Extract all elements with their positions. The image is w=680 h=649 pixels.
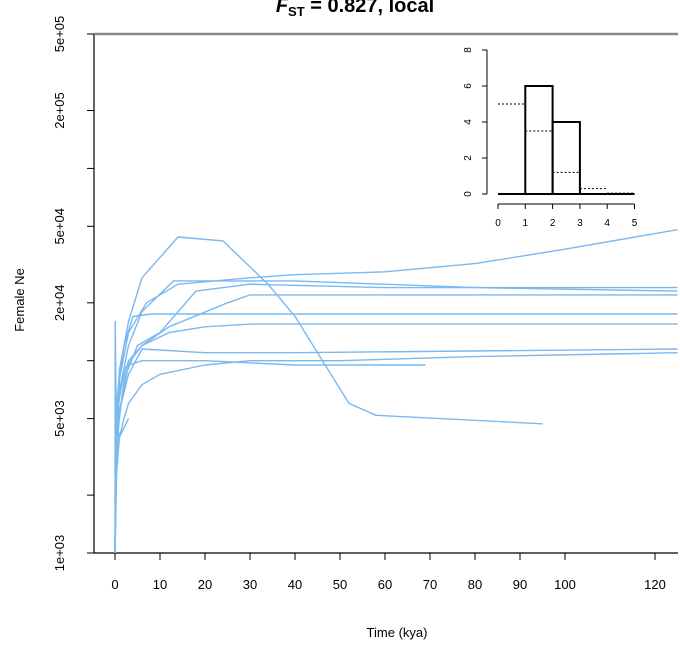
x-tick-label: 50 [333, 577, 347, 592]
y-tick-label: 5e+03 [52, 400, 67, 437]
series-line [114, 360, 426, 554]
x-axis-label: Time (kya) [367, 625, 428, 640]
x-tick-label: 10 [153, 577, 167, 592]
y-tick-label: 2e+04 [52, 285, 67, 322]
y-tick-label: 2e+05 [52, 92, 67, 129]
title-rest: = 0.827, local [305, 0, 435, 17]
title-italic: F [276, 0, 289, 17]
y-axis-label: Female Ne [12, 268, 27, 332]
chart-title: FST = 0.827, local [276, 0, 434, 19]
inset-x-tick-label: 0 [495, 218, 501, 229]
series-line [114, 280, 678, 554]
x-tick-label: 40 [288, 577, 302, 592]
inset-bar [551, 121, 581, 195]
x-tick-label: 20 [198, 577, 212, 592]
title-subscript: ST [288, 4, 305, 19]
y-tick-label: 5e+05 [52, 16, 67, 53]
x-tick-label: 30 [243, 577, 257, 592]
x-tick-label: 60 [378, 577, 392, 592]
inset-x-tick-label: 2 [550, 218, 556, 229]
inset-y-tick-label: 6 [463, 83, 474, 89]
x-tick-label: 100 [554, 577, 576, 592]
inset-histogram: 0 1 2 3 4 5 0 2 4 6 8 [463, 47, 638, 229]
y-tick-label: 1e+03 [52, 535, 67, 572]
series-group [114, 229, 678, 554]
series-line [114, 323, 678, 554]
series-line [114, 229, 678, 554]
series-line [114, 294, 678, 554]
inset-y-tick-label: 2 [463, 155, 474, 161]
inset-bar [524, 85, 554, 195]
y-tick-label: 5e+04 [52, 208, 67, 245]
series-line [114, 348, 678, 554]
series-line [114, 320, 130, 554]
inset-x-tick-label: 3 [577, 218, 583, 229]
inset-y-tick-label: 4 [463, 119, 474, 125]
x-tick-label: 120 [644, 577, 666, 592]
inset-y-tick-label: 8 [463, 47, 474, 53]
axes: 0 10 20 30 40 50 60 70 80 90 100 1201e+035e+032e+04… [52, 16, 678, 592]
inset-x-tick-label: 5 [632, 218, 638, 229]
x-tick-label: 70 [423, 577, 437, 592]
x-tick-label: 90 [513, 577, 527, 592]
x-tick-label: 80 [468, 577, 482, 592]
series-line [114, 352, 678, 554]
inset-x-tick-label: 1 [523, 218, 529, 229]
inset-y-tick-label: 0 [463, 191, 474, 197]
x-tick-label: 0 [111, 577, 118, 592]
series-line [114, 313, 678, 554]
inset-x-tick-label: 4 [604, 218, 610, 229]
